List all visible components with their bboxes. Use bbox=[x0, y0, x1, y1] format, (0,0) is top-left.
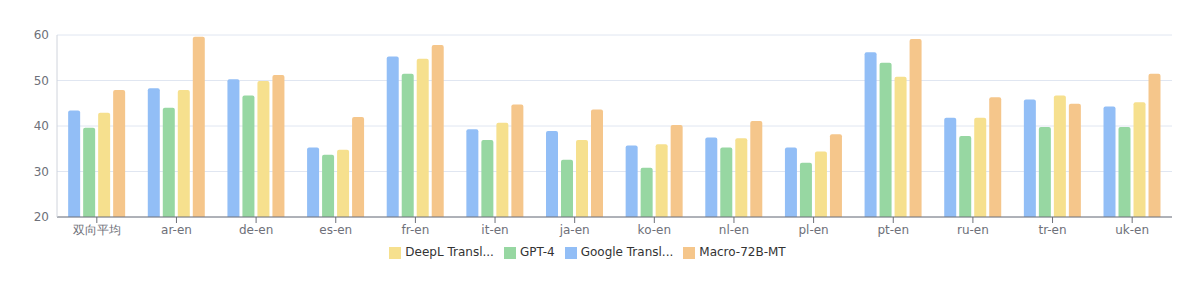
svg-text:tr-en: tr-en bbox=[1038, 223, 1066, 237]
svg-text:40: 40 bbox=[34, 119, 49, 133]
html-text:Google Transl...: Google Transl... bbox=[580, 245, 674, 259]
html-text:Macro-72B-MT: Macro-72B-MT bbox=[699, 245, 786, 259]
html-text:GPT-4: GPT-4 bbox=[519, 245, 555, 259]
html-text:DeepL Transl...: DeepL Transl... bbox=[405, 245, 494, 259]
svg-text:双向平均: 双向平均 bbox=[73, 223, 121, 237]
svg-text:20: 20 bbox=[34, 210, 49, 224]
svg-text:it-en: it-en bbox=[481, 223, 508, 237]
svg-text:pt-en: pt-en bbox=[877, 223, 909, 237]
svg-text:es-en: es-en bbox=[319, 223, 352, 237]
svg-text:ar-en: ar-en bbox=[161, 223, 192, 237]
svg-text:ru-en: ru-en bbox=[957, 223, 989, 237]
svg-text:uk-en: uk-en bbox=[1115, 223, 1149, 237]
svg-text:nl-en: nl-en bbox=[719, 223, 749, 237]
svg-text:ja-en: ja-en bbox=[559, 223, 590, 237]
svg-text:ko-en: ko-en bbox=[638, 223, 671, 237]
svg-text:60: 60 bbox=[34, 28, 49, 42]
svg-text:30: 30 bbox=[34, 165, 49, 179]
svg-text:50: 50 bbox=[34, 74, 49, 88]
svg-text:pl-en: pl-en bbox=[798, 223, 828, 237]
svg-text:de-en: de-en bbox=[239, 223, 273, 237]
svg-text:fr-en: fr-en bbox=[402, 223, 430, 237]
